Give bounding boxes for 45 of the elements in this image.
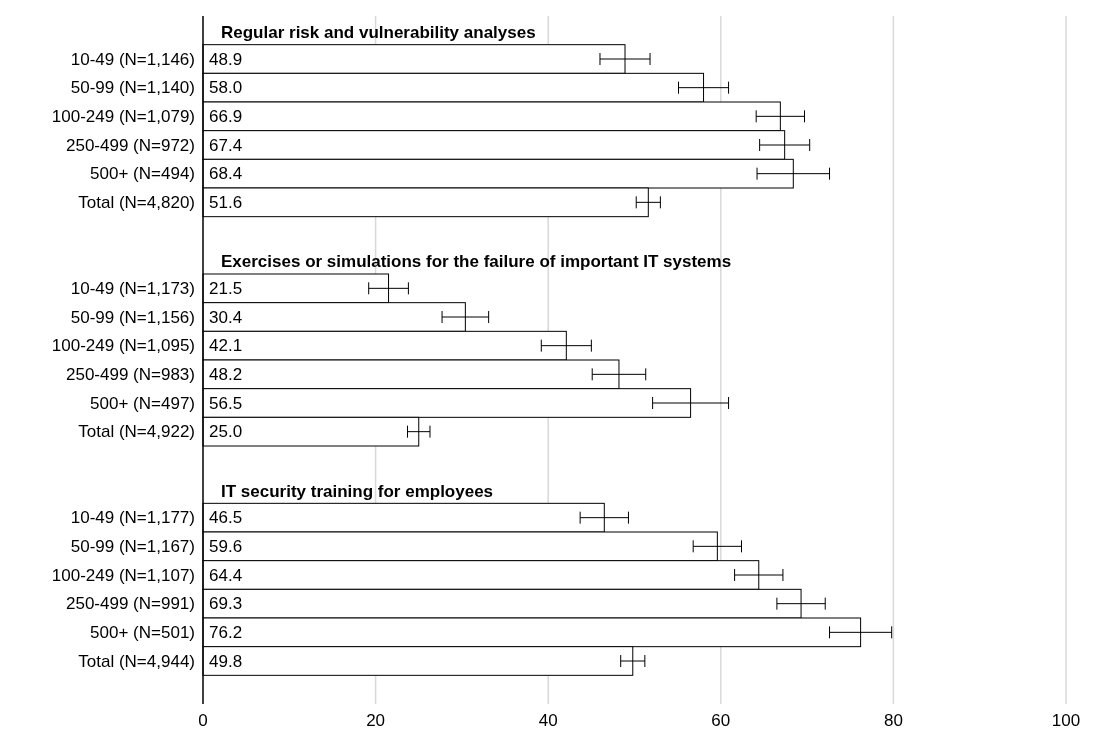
y-tick-label: 250-499 (N=991) [65, 594, 195, 614]
data-label: 49.8 [209, 651, 243, 671]
y-tick-label: 50-99 (N=1,140) [70, 78, 195, 98]
x-tick-label: 20 [366, 711, 386, 730]
y-tick-label: 50-99 (N=1,156) [70, 307, 195, 327]
data-label: 21.5 [209, 278, 243, 298]
data-label: 48.2 [209, 364, 243, 384]
y-tick-label: 500+ (N=501) [90, 622, 195, 642]
annotation: IT security training for employees [221, 481, 494, 501]
x-tick-label: 60 [711, 711, 731, 730]
x-tick-label: 100 [1051, 711, 1081, 730]
x-tick-label: 80 [883, 711, 903, 730]
y-tick-label: 10-49 (N=1,177) [70, 508, 195, 528]
data-label: 58.0 [209, 78, 243, 98]
y-tick-label: 10-49 (N=1,146) [70, 49, 195, 69]
y-tick-label: 100-249 (N=1,095) [51, 336, 195, 356]
annotation: Exercises or simulations for the failure of important IT systems [221, 252, 732, 272]
y-tick-label: 500+ (N=494) [90, 164, 195, 184]
annotation: Regular risk and vulnerability analyses [221, 22, 536, 42]
y-tick-label: 100-249 (N=1,079) [51, 106, 195, 126]
y-tick-label: Total (N=4,820) [78, 192, 195, 212]
data-label: 76.2 [209, 622, 243, 642]
y-tick-label: Total (N=4,922) [78, 422, 195, 442]
data-label: 56.5 [209, 393, 243, 413]
y-tick-label: 10-49 (N=1,173) [70, 278, 195, 298]
data-label: 51.6 [209, 192, 243, 212]
y-tick-label: 50-99 (N=1,167) [70, 536, 195, 556]
x-tick-label: 0 [198, 711, 208, 730]
y-tick-label: 100-249 (N=1,107) [51, 565, 195, 585]
data-label: 66.9 [209, 106, 243, 126]
data-label: 69.3 [209, 594, 243, 614]
data-label: 46.5 [209, 508, 243, 528]
x-tick-label: 40 [538, 711, 558, 730]
data-label: 30.4 [209, 307, 243, 327]
data-label: 42.1 [209, 336, 243, 356]
data-label: 48.9 [209, 49, 243, 69]
y-tick-label: 250-499 (N=983) [65, 364, 195, 384]
y-tick-label: 500+ (N=497) [90, 393, 195, 413]
data-label: 64.4 [209, 565, 243, 585]
data-label: 59.6 [209, 536, 243, 556]
data-label: 25.0 [209, 422, 243, 442]
y-tick-label: 250-499 (N=972) [65, 135, 195, 155]
y-tick-label: Total (N=4,944) [78, 651, 195, 671]
data-label: 67.4 [209, 135, 243, 155]
data-label: 68.4 [209, 164, 243, 184]
